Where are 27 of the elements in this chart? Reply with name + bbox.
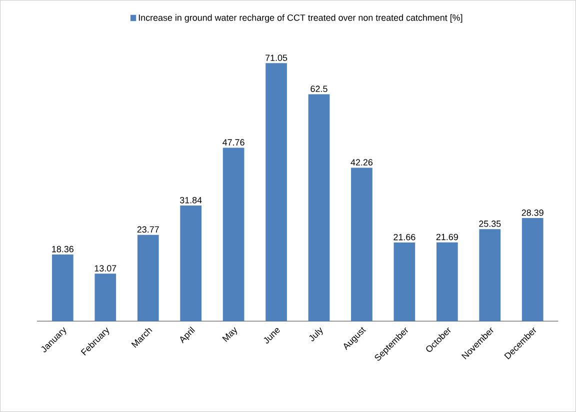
- data-label: 31.84: [180, 197, 202, 204]
- x-tick-label: July: [309, 327, 323, 342]
- bar: [180, 206, 202, 322]
- data-label: 25.35: [479, 220, 501, 227]
- legend-label: Increase in ground water recharge of CCT treated over non treated catchment [%]: [138, 14, 462, 23]
- data-label: 47.76: [222, 139, 244, 146]
- data-label: 42.26: [350, 159, 373, 166]
- data-label: 18.36: [52, 246, 74, 252]
- bar: [351, 168, 372, 322]
- x-tick-label: May: [222, 327, 238, 342]
- data-label: 21.66: [394, 234, 416, 240]
- bar: [308, 94, 330, 322]
- data-label: 13.07: [94, 265, 116, 272]
- bar: [222, 148, 244, 322]
- bar: [479, 229, 501, 322]
- bar: [394, 242, 416, 322]
- data-label: 62.5: [310, 86, 328, 92]
- data-label: 28.39: [522, 210, 544, 216]
- data-label: 23.77: [137, 226, 159, 233]
- bar: [52, 254, 74, 322]
- bar: [137, 234, 159, 322]
- data-label: 71.05: [266, 54, 288, 61]
- bar: [94, 274, 116, 322]
- bar: [436, 242, 458, 322]
- bar: [522, 218, 544, 322]
- bar: [266, 63, 287, 322]
- data-label: 21.69: [436, 234, 458, 240]
